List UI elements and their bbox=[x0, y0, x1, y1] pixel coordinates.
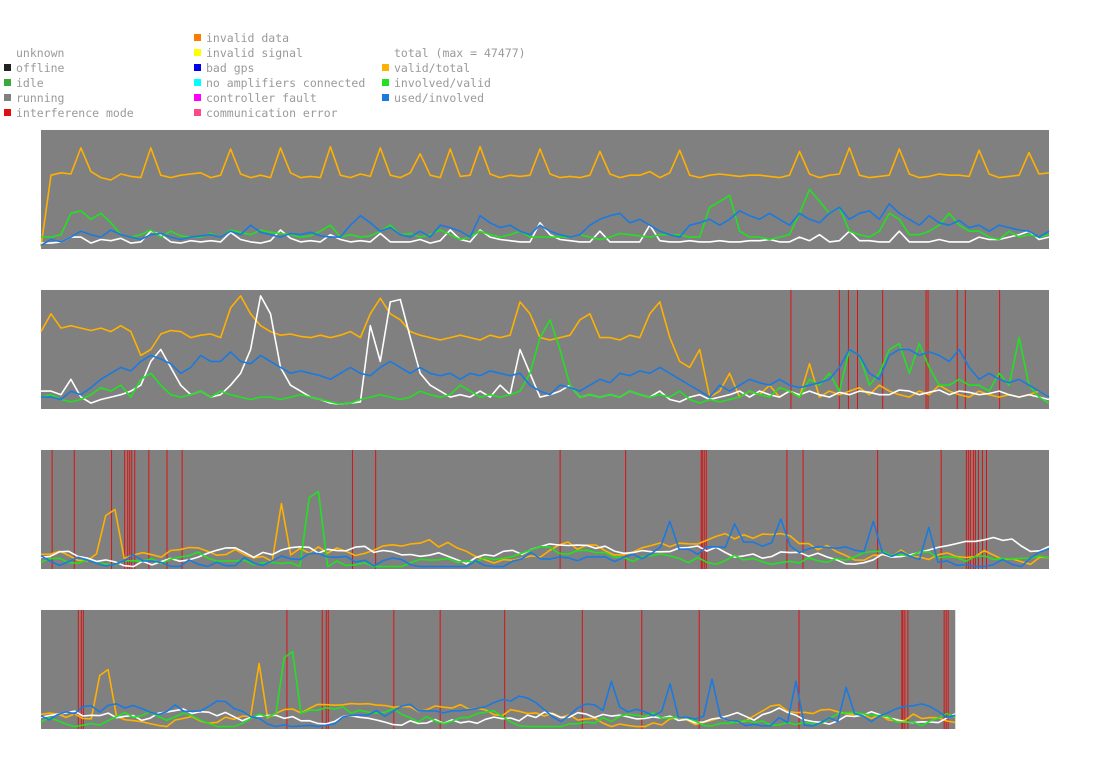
legend-item: unknown bbox=[4, 45, 64, 60]
series-used-involved bbox=[40, 678, 956, 728]
panel-background bbox=[41, 290, 1049, 409]
legend-label: unknown bbox=[16, 45, 65, 60]
legend-label: invalid data bbox=[206, 30, 290, 45]
series-used-involved bbox=[40, 203, 1050, 247]
legend-swatch bbox=[194, 34, 201, 41]
panel-background bbox=[41, 450, 1049, 569]
legend-label: communication error bbox=[206, 105, 338, 120]
legend-item: controller fault bbox=[194, 90, 317, 105]
legend-swatch bbox=[194, 79, 201, 86]
chart-panel-3 bbox=[40, 450, 1050, 569]
chart-panel-1 bbox=[40, 130, 1050, 249]
legend-label: bad gps bbox=[206, 60, 255, 75]
legend-label: no amplifiers connected bbox=[206, 75, 366, 90]
legend-swatch bbox=[194, 49, 201, 56]
legend-swatch bbox=[194, 109, 201, 116]
legend-item: invalid signal bbox=[194, 45, 303, 60]
legend-swatch bbox=[382, 79, 389, 86]
legend-label: controller fault bbox=[206, 90, 317, 105]
series-involved-valid bbox=[40, 490, 1050, 568]
legend-item: running bbox=[4, 90, 64, 105]
legend-item: idle bbox=[4, 75, 44, 90]
chart-panel-4 bbox=[40, 610, 956, 729]
legend-swatch bbox=[4, 94, 11, 101]
series-involved-valid bbox=[40, 319, 1050, 405]
legend-label: used/involved bbox=[394, 90, 485, 105]
legend-item: communication error bbox=[194, 105, 338, 120]
series-used-involved bbox=[40, 518, 1050, 568]
legend-swatch bbox=[194, 94, 201, 101]
chart-panel-2 bbox=[40, 290, 1050, 409]
legend-item: bad gps bbox=[194, 60, 254, 75]
panel-background bbox=[41, 610, 956, 729]
legend-item: interference mode bbox=[4, 105, 134, 120]
series-valid-total bbox=[40, 295, 1050, 398]
legend-swatch bbox=[4, 64, 11, 71]
legend-label: invalid signal bbox=[206, 45, 303, 60]
legend-item: involved/valid bbox=[382, 75, 491, 90]
legend-item: no amplifiers connected bbox=[194, 75, 365, 90]
legend-label: involved/valid bbox=[394, 75, 491, 90]
series-used-involved bbox=[41, 348, 1050, 401]
legend-item: offline bbox=[4, 60, 64, 75]
panel-background bbox=[41, 130, 1049, 249]
series-total bbox=[40, 536, 1050, 568]
legend-label: total (max = 47477) bbox=[394, 45, 526, 60]
legend-swatch bbox=[194, 64, 201, 71]
legend-label: running bbox=[16, 90, 65, 105]
series-involved-valid bbox=[40, 650, 956, 728]
legend-label: idle bbox=[16, 75, 44, 90]
legend-item: valid/total bbox=[382, 60, 470, 75]
legend-item: used/involved bbox=[382, 90, 484, 105]
legend-item: invalid data bbox=[194, 30, 289, 45]
legend-label: valid/total bbox=[394, 60, 471, 75]
legend-swatch bbox=[382, 94, 389, 101]
legend-swatch bbox=[4, 79, 11, 86]
series-valid-total bbox=[40, 145, 1050, 247]
legend-swatch bbox=[382, 64, 389, 71]
legend-label: interference mode bbox=[16, 105, 134, 120]
legend-label: offline bbox=[16, 60, 65, 75]
legend-item: total (max = 47477) bbox=[382, 45, 526, 60]
legend: unknown offline idle running interference mo… bbox=[0, 0, 1095, 125]
legend-swatch bbox=[4, 109, 11, 116]
